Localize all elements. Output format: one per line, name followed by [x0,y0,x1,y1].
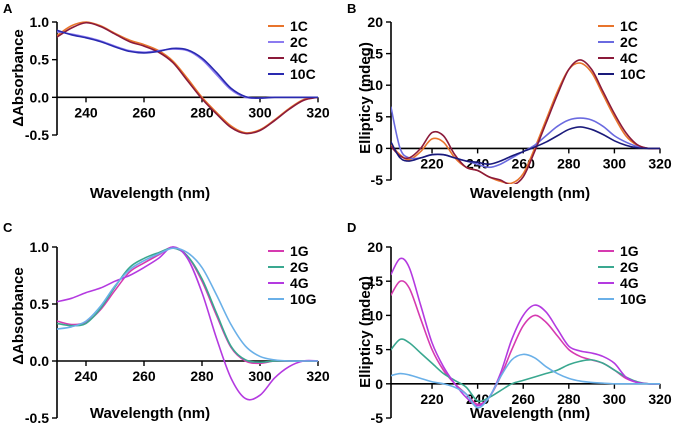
y-tick-label: 15 [367,273,383,289]
y-axis-title: ΔAbsorbance [10,29,27,126]
panel-letter: C [3,220,13,235]
series-line-10c [391,126,660,166]
y-tick-label: 1.0 [30,14,50,30]
y-tick-label: 5 [375,109,383,125]
legend-label: 1C [620,18,638,34]
y-tick-label: 0 [375,140,383,156]
series-line-4c [57,21,318,135]
series-line-4c [391,59,660,184]
legend-label: 4C [290,50,308,66]
legend-label: 1C [290,18,308,34]
series-group [391,59,660,184]
x-tick-label: 280 [190,368,214,384]
series-group [391,257,660,409]
x-tick-label: 300 [603,155,627,171]
series-line-10g [57,247,318,362]
x-tick-label: 280 [557,391,581,407]
x-axis-title: Wavelength (nm) [470,405,590,422]
legend-label: 10G [290,291,317,307]
series-group [57,21,318,135]
x-tick-label: 320 [306,104,330,120]
x-axis-title: Wavelength (nm) [470,185,590,202]
series-line-2g [57,247,318,363]
y-tick-label: 0.5 [30,296,50,312]
series-line-10c [57,29,318,99]
y-axis-title: ΔAbsorbance [10,267,27,364]
x-tick-label: 300 [248,104,272,120]
x-tick-label: 320 [648,391,672,407]
y-tick-label: 20 [367,14,383,30]
legend-label: 2C [620,34,638,50]
series-line-2g [391,338,660,403]
y-tick-label: 0.0 [30,89,50,105]
x-tick-label: 240 [74,104,98,120]
y-tick-label: 0.5 [30,52,50,68]
legend-label: 2G [620,259,639,275]
x-tick-label: 240 [74,368,98,384]
y-tick-label: 1.0 [30,239,50,255]
series-line-4g [391,257,660,407]
series-line-1c [391,62,660,184]
legend-label: 10C [290,66,316,82]
legend-label: 2G [290,259,309,275]
x-tick-label: 320 [306,368,330,384]
y-tick-label: 20 [367,239,383,255]
legend-label: 4G [290,275,309,291]
series-line-4g [57,246,318,401]
series-line-10g [391,353,660,409]
x-axis-title: Wavelength (nm) [90,405,210,422]
panel-letter: B [347,1,356,16]
y-tick-label: 10 [367,77,383,93]
legend-label: 2C [290,34,308,50]
x-tick-label: 300 [248,368,272,384]
y-tick-label: -0.5 [25,410,49,426]
y-tick-label: 0 [375,376,383,392]
y-tick-label: -5 [371,172,384,188]
panel-letter: A [3,1,13,16]
x-tick-label: 220 [420,155,444,171]
x-tick-label: 220 [420,391,444,407]
x-tick-label: 320 [648,155,672,171]
panel-letter: D [347,220,356,235]
x-tick-label: 280 [557,155,581,171]
series-group [57,246,318,401]
x-tick-label: 260 [512,391,536,407]
legend-label: 1G [290,243,309,259]
x-tick-label: 280 [190,104,214,120]
y-tick-label: 5 [375,342,383,358]
legend-label: 4G [620,275,639,291]
series-line-1g [57,246,318,365]
y-tick-label: -5 [371,410,384,426]
panel-c: C -0.5 0.0 0.5 1.0 240 260 280 300 320 Wavelength … [3,220,330,426]
x-tick-label: 300 [603,391,627,407]
y-tick-label: -0.5 [25,127,49,143]
legend-label: 4C [620,50,638,66]
legend-label: 10C [620,66,646,82]
y-tick-label: 10 [367,307,383,323]
x-axis-title: Wavelength (nm) [90,185,210,202]
x-tick-label: 260 [132,104,156,120]
y-axis-title: Ellipticy (mdeg) [357,42,374,154]
y-axis-title: Ellipticy (mdeg) [357,276,374,388]
x-tick-label: 260 [132,368,156,384]
legend-label: 10G [620,291,647,307]
panel-a: A -0.5 0.0 0.5 1.0 240 260 280 300 320 Wavelength … [3,1,330,202]
y-tick-label: 0.0 [30,353,50,369]
legend-label: 1G [620,243,639,259]
y-tick-label: 15 [367,46,383,62]
